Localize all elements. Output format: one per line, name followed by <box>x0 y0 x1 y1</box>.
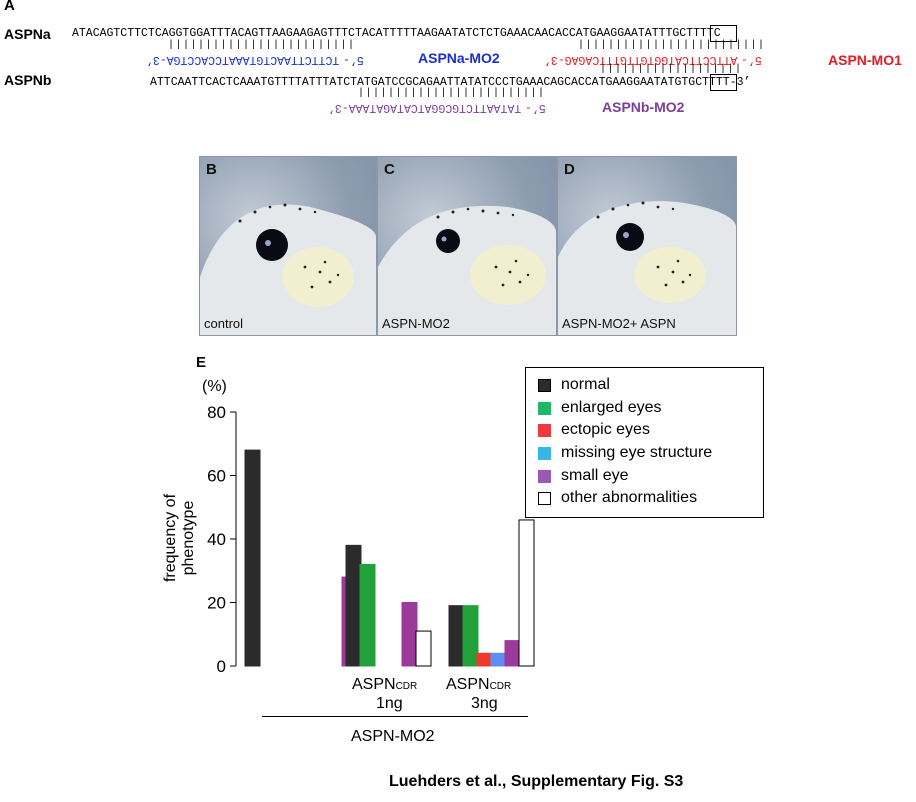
chart-legend: normal enlarged eyes ectopic eyes missin… <box>525 367 764 518</box>
panel-e-label: E <box>196 354 207 371</box>
aspn-mo1-pairing-lower: ||||||||||||||||||| <box>600 64 743 75</box>
y-tick-label: 0 <box>217 657 226 676</box>
aspnb-start-codon-box <box>710 74 737 91</box>
aspn-mo1-pairing-upper: ||||||||||||||||||||||||| <box>578 40 766 51</box>
tadpole-image-c <box>378 205 556 335</box>
group-label-1: ASPNCDR <box>352 676 418 693</box>
aspna-label: ASPNa <box>4 26 51 42</box>
treatment-bracket-label: ASPN-MO2 <box>351 728 435 745</box>
legend-swatch-ectopic-eyes <box>538 423 551 437</box>
photo-panel-c: C ASPN-MO2 <box>377 156 557 336</box>
legend-label-missing-eye-structure: missing eye structure <box>561 444 713 461</box>
y-tick-label: 40 <box>207 530 226 549</box>
legend-label-other-abnormalities: other abnormalities <box>561 489 698 506</box>
legend-item-small-eye: small eye <box>538 467 629 485</box>
aspna-mo2-pairing: ||||||||||||||||||||||||| <box>168 40 356 51</box>
y-unit-label: (%) <box>202 378 227 395</box>
group-label-2-dose: 3ng <box>471 695 498 712</box>
legend-swatch-small-eye <box>538 469 551 483</box>
tadpole-image-b <box>200 203 376 335</box>
tadpole-image-d <box>558 201 736 335</box>
photo-panel-d: D ASPN-MO2+ ASPN <box>557 156 737 336</box>
bar-enlarged-eyes-group-3 <box>359 563 376 667</box>
bar-small-eye-group-4 <box>504 640 521 667</box>
bar-small-eye-group-3 <box>401 602 418 667</box>
legend-item-enlarged-eyes: enlarged eyes <box>538 399 662 417</box>
legend-label-ectopic-eyes: ectopic eyes <box>561 421 650 438</box>
aspnb-mo2-label: ASPNb-MO2 <box>602 99 685 115</box>
panel-d-caption: ASPN-MO2+ ASPN <box>562 316 676 331</box>
group-label-2: ASPNCDR <box>446 676 512 693</box>
y-tick-label: 80 <box>207 403 226 422</box>
bar-ectopic-eyes-group-4 <box>476 652 493 667</box>
y-tick-label: 20 <box>207 594 226 613</box>
bar-other-abnormalities-group-3 <box>415 630 432 667</box>
panel-c-caption: ASPN-MO2 <box>382 316 450 331</box>
aspnb-label: ASPNb <box>4 72 52 88</box>
legend-swatch-other-abnormalities <box>538 491 551 505</box>
treatment-bracket-line <box>262 716 528 717</box>
aspnb-mo2-pairing: ||||||||||||||||||||||||| <box>358 88 546 99</box>
bar-normal-group-3 <box>345 544 362 667</box>
legend-swatch-missing-eye-structure <box>538 446 551 460</box>
legend-swatch-normal <box>538 378 551 392</box>
legend-item-normal: normal <box>538 376 610 394</box>
bar-missing-eye-structure-group-4 <box>490 652 507 667</box>
legend-label-enlarged-eyes: enlarged eyes <box>561 399 662 416</box>
figure-footer: Luehders et al., Supplementary Fig. S3 <box>389 773 684 790</box>
aspna-mo2-label: ASPNa-MO2 <box>418 50 500 66</box>
aspn-mo1-label: ASPN-MO1 <box>828 52 902 68</box>
legend-swatch-enlarged-eyes <box>538 401 551 415</box>
legend-item-missing-eye-structure: missing eye structure <box>538 444 712 462</box>
y-tick-label: 60 <box>207 467 226 486</box>
legend-item-ectopic-eyes: ectopic eyes <box>538 421 650 439</box>
photo-panel-b: B control <box>199 156 377 336</box>
panel-b-caption: control <box>204 316 244 331</box>
legend-item-other-abnormalities: other abnormalities <box>538 489 697 507</box>
bar-enlarged-eyes-group-4 <box>462 605 479 667</box>
panel-c-letter: C <box>384 161 395 178</box>
panel-d-letter: D <box>564 161 575 178</box>
legend-label-small-eye: small eye <box>561 467 629 484</box>
legend-label-normal: normal <box>561 376 610 393</box>
aspna-sequence: ATACAGTCTTCTCAGGTGGATTTACAGTTAAGAAGAGTTT… <box>72 27 721 40</box>
panel-a-label: A <box>4 0 15 14</box>
aspna-start-codon-box <box>710 25 737 42</box>
bar-normal-group-4 <box>448 605 465 667</box>
panel-b-letter: B <box>206 161 217 178</box>
bar-other-abnormalities-group-4 <box>518 519 535 667</box>
bar-normal-group-1 <box>244 449 261 667</box>
aspnb-sequence: ATTCAATTCACTCAAATGTTTTATTTATCTATGATCCGCA… <box>150 76 751 89</box>
group-label-1-dose: 1ng <box>376 695 403 712</box>
